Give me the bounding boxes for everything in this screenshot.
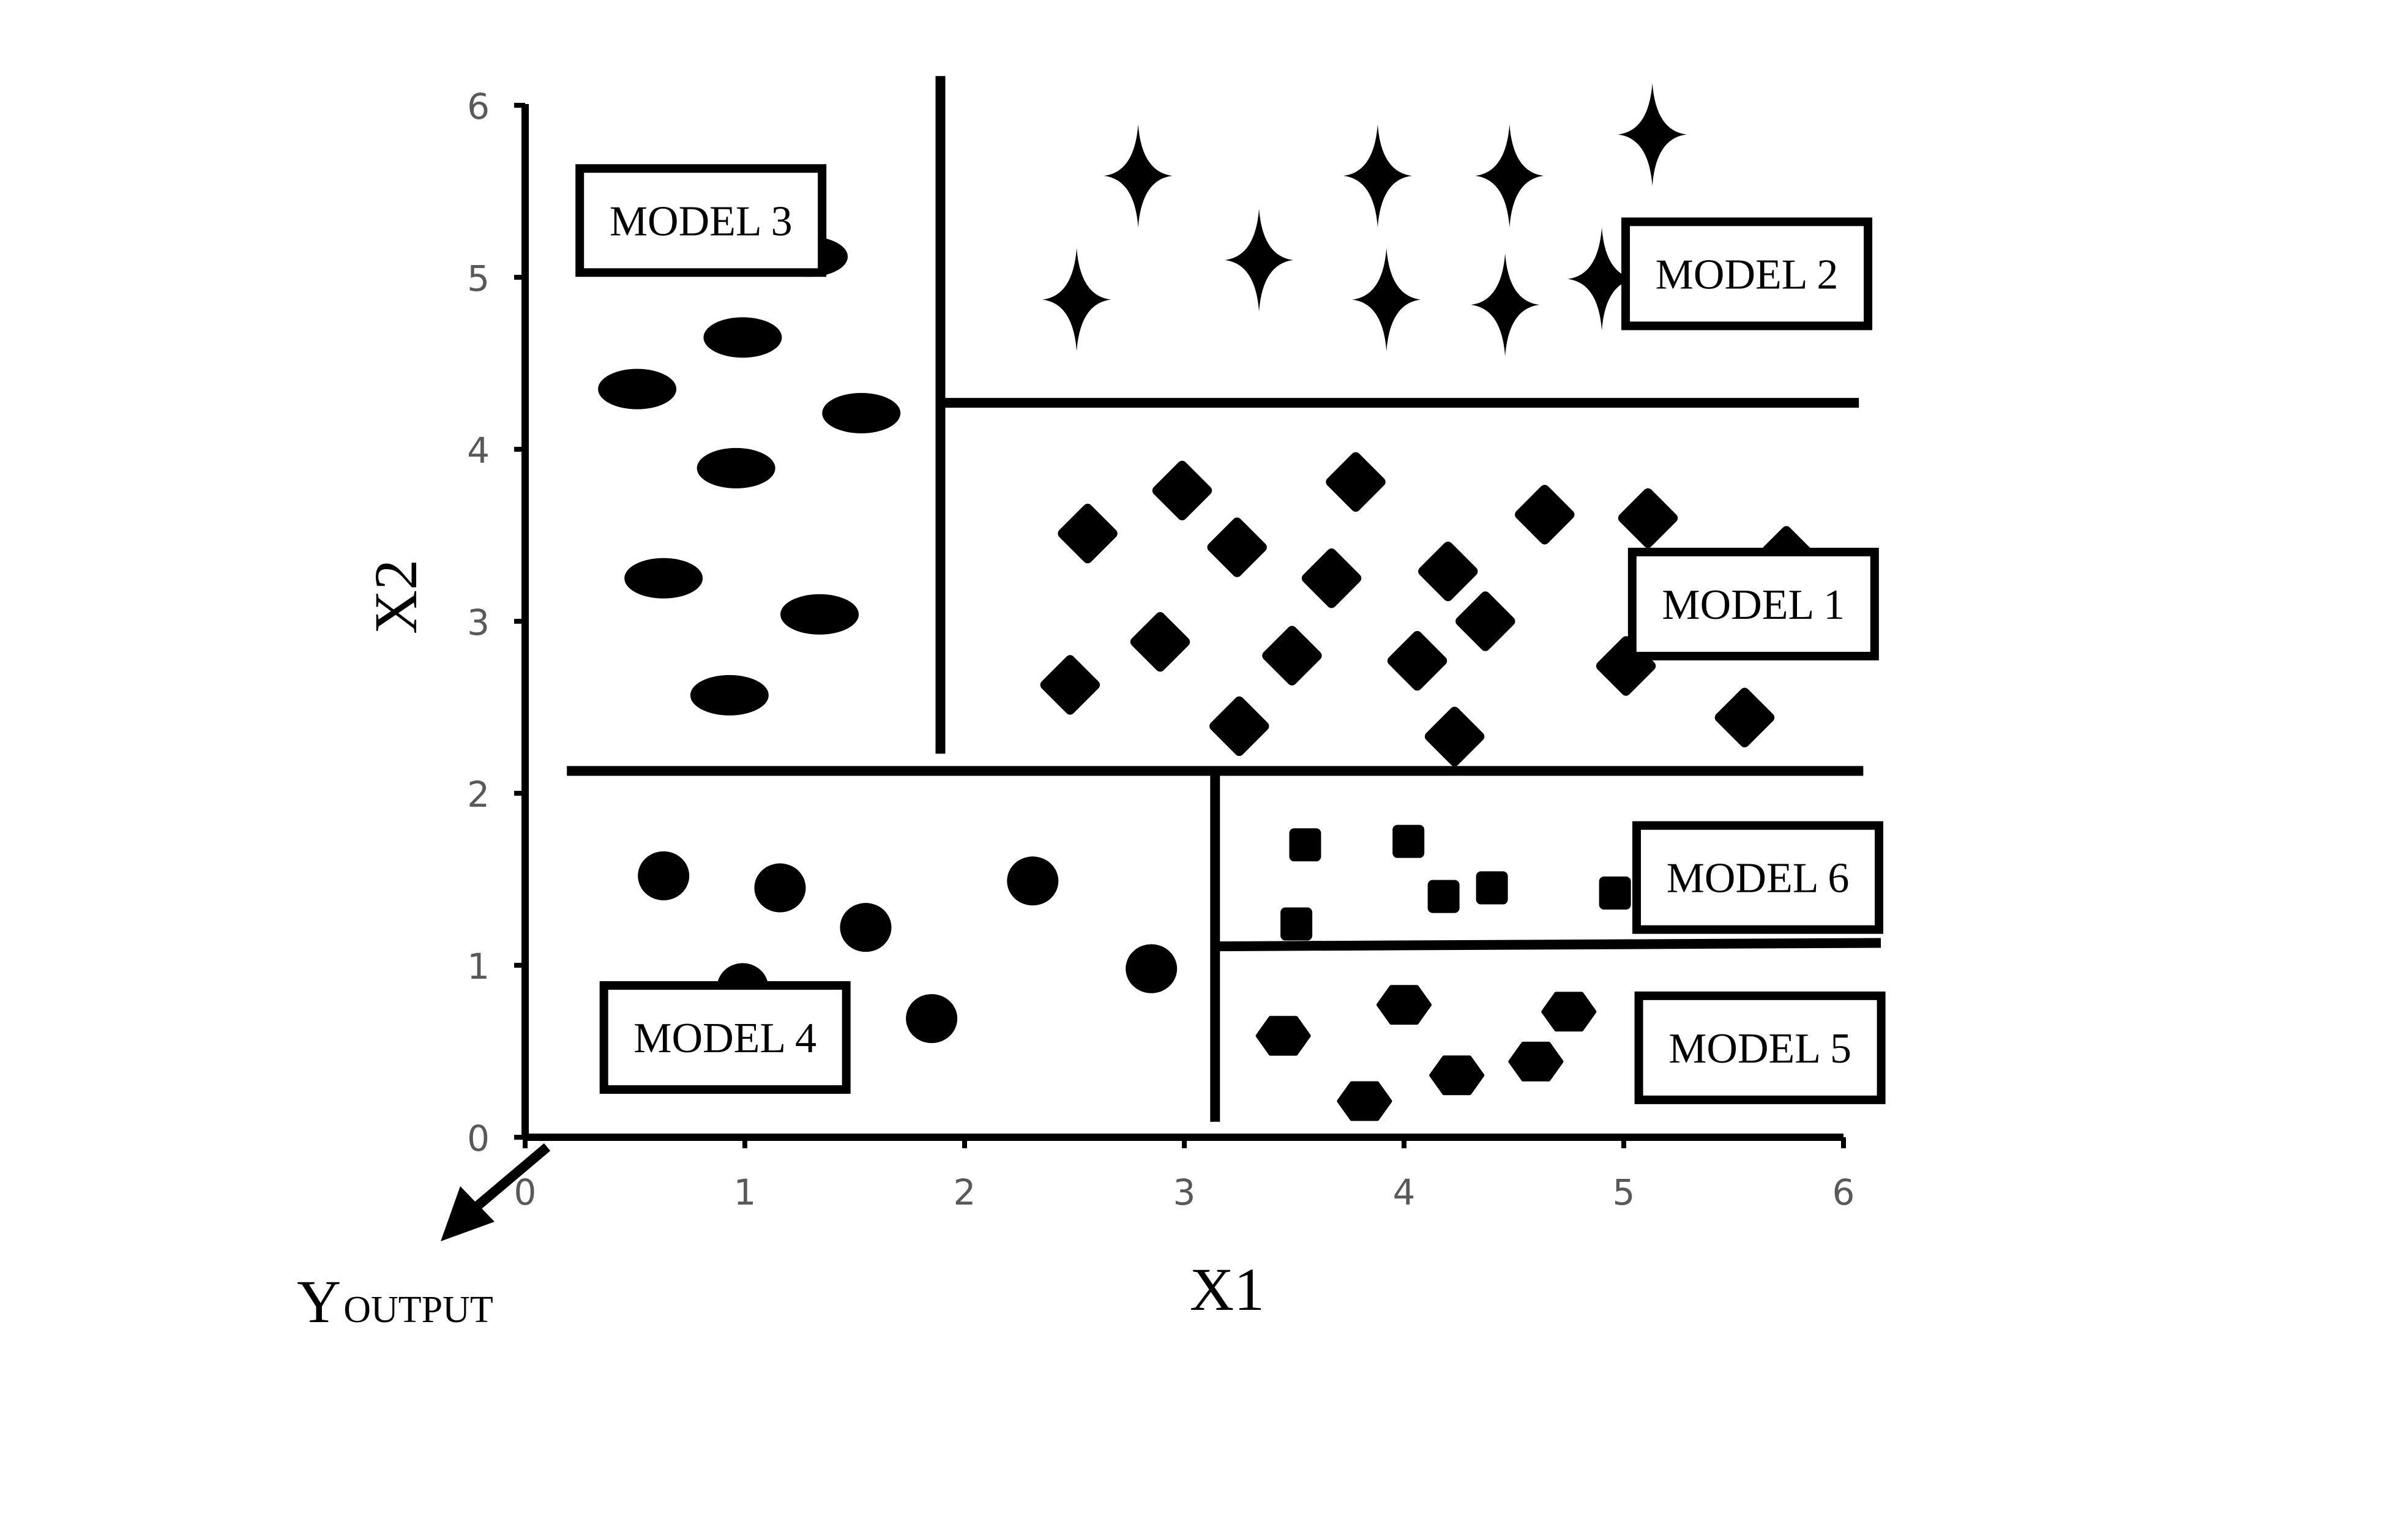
star-point bbox=[1475, 124, 1544, 228]
y-tick-label: 5 bbox=[467, 258, 490, 299]
model-label-box: MODEL 3 bbox=[575, 164, 827, 277]
circle-point bbox=[906, 994, 958, 1044]
model-label-frame bbox=[1621, 217, 1873, 331]
hexagon-point bbox=[1429, 1055, 1485, 1096]
star-point bbox=[1104, 124, 1173, 228]
diamond-point bbox=[1424, 706, 1485, 766]
partition-line bbox=[1215, 938, 1881, 952]
ellipse-point bbox=[624, 558, 703, 599]
model-label-box: MODEL 2 bbox=[1621, 217, 1873, 331]
y-tick-label: 6 bbox=[467, 86, 490, 127]
x-tick-label: 0 bbox=[514, 1172, 537, 1213]
hexagon-point bbox=[1377, 985, 1432, 1025]
model-label-box: MODEL 1 bbox=[1627, 547, 1879, 660]
circle-point bbox=[1126, 944, 1178, 993]
model-label-text: MODEL 6 bbox=[1667, 855, 1850, 902]
x-tick-label: 6 bbox=[1832, 1172, 1855, 1213]
circle-point bbox=[1007, 856, 1059, 906]
output-axis-title: YOUTPUT bbox=[297, 1268, 493, 1336]
square-point bbox=[1599, 876, 1631, 910]
star-point bbox=[1343, 124, 1412, 228]
model-label-frame bbox=[1634, 991, 1886, 1104]
circle-point bbox=[754, 863, 806, 913]
diamond-point bbox=[1152, 460, 1212, 521]
model-label-text: MODEL 2 bbox=[1656, 251, 1839, 298]
x-axis-title: X1 bbox=[1190, 1255, 1264, 1323]
diamond-point bbox=[1326, 452, 1386, 512]
star-point bbox=[1618, 83, 1687, 186]
diamond-point bbox=[1418, 541, 1478, 602]
diamond-point bbox=[1515, 485, 1575, 545]
ellipse-point bbox=[822, 392, 901, 433]
diamond-point bbox=[1262, 626, 1322, 686]
model-label-frame bbox=[599, 981, 851, 1094]
axes: 0 1 2 3 4 5 6 0 1 2 3 4 5 6 X1 X2 YOUTPUT bbox=[297, 86, 1855, 1336]
ellipse-point bbox=[703, 317, 782, 358]
diamond-point bbox=[1387, 630, 1448, 691]
diamond-point bbox=[1130, 612, 1190, 672]
diamond-point bbox=[1455, 591, 1515, 651]
x-tick-label: 2 bbox=[954, 1172, 976, 1213]
diamond-point bbox=[1301, 548, 1362, 608]
y-tick-label: 1 bbox=[467, 946, 490, 987]
ellipse-point bbox=[697, 447, 775, 488]
hexagon-point bbox=[1508, 1041, 1564, 1082]
model-label-text: MODEL 4 bbox=[633, 1015, 816, 1062]
ellipse-point bbox=[780, 594, 859, 635]
model-label-frame bbox=[1632, 821, 1883, 934]
y-tick-label: 0 bbox=[467, 1118, 490, 1159]
model-label-text: MODEL 1 bbox=[1662, 581, 1845, 629]
y-tick-label: 2 bbox=[467, 774, 490, 815]
model-label-frame bbox=[575, 164, 827, 277]
star-point bbox=[1567, 227, 1637, 331]
ellipse-point bbox=[598, 368, 677, 409]
diamond-point bbox=[1209, 696, 1269, 757]
hexagon-point bbox=[1255, 1015, 1311, 1056]
diamond-point bbox=[1058, 503, 1118, 564]
star-point bbox=[1352, 248, 1421, 351]
x-tick-label: 1 bbox=[734, 1172, 756, 1213]
diamond-point bbox=[1714, 687, 1775, 748]
y-tick-label: 3 bbox=[467, 602, 490, 643]
output-axis-arrowhead bbox=[441, 1186, 495, 1241]
circle-point bbox=[840, 903, 892, 952]
model-label-box: MODEL 4 bbox=[599, 981, 851, 1094]
hexagon-point bbox=[1541, 992, 1597, 1032]
hexagon-point bbox=[1337, 1081, 1392, 1121]
model-label-box: MODEL 6 bbox=[1632, 821, 1883, 934]
ellipse-point bbox=[690, 675, 769, 716]
square-point bbox=[1476, 871, 1508, 905]
y-tick-label: 4 bbox=[467, 430, 490, 471]
x-tick-label: 4 bbox=[1393, 1172, 1416, 1213]
diamond-point bbox=[1618, 488, 1678, 548]
data-points bbox=[598, 83, 1817, 1121]
partition-lines bbox=[567, 76, 1881, 1122]
model-label-frame bbox=[1627, 547, 1879, 660]
x-tick-label: 3 bbox=[1173, 1172, 1196, 1213]
diamond-point bbox=[1040, 655, 1100, 715]
x-tick-label: 5 bbox=[1613, 1172, 1635, 1213]
model-label-box: MODEL 5 bbox=[1634, 991, 1886, 1104]
circle-point bbox=[638, 851, 690, 900]
diamond-point bbox=[1207, 517, 1267, 577]
output-axis-line bbox=[473, 1143, 551, 1211]
y-axis-title: X2 bbox=[362, 559, 430, 634]
model-label-text: MODEL 3 bbox=[610, 198, 793, 245]
square-point bbox=[1289, 828, 1321, 862]
star-point bbox=[1042, 248, 1111, 351]
square-point bbox=[1427, 880, 1460, 913]
square-point bbox=[1280, 907, 1313, 941]
model-label-text: MODEL 5 bbox=[1668, 1025, 1851, 1072]
star-point bbox=[1225, 208, 1294, 312]
model-labels: MODEL 3 MODEL 2 MODEL 1 MODEL 6 MODEL 4 MODEL… bbox=[575, 164, 1886, 1104]
square-point bbox=[1392, 824, 1425, 858]
star-point bbox=[1471, 253, 1540, 356]
